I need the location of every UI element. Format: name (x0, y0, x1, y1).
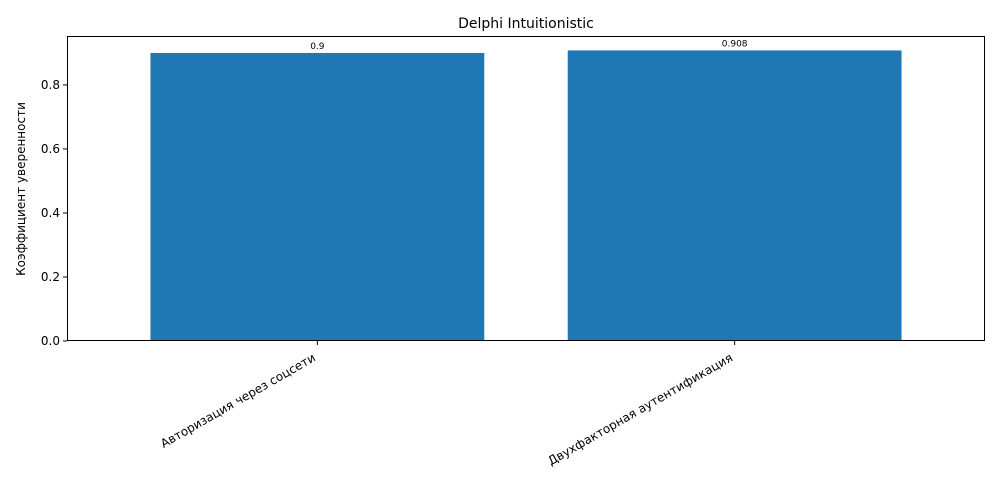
y-tick-label-4: 0.6 (41, 142, 60, 156)
chart-title: Delphi Intuitionistic (458, 16, 594, 32)
y-tick-label-3: 0.4 (41, 206, 60, 220)
data-labels-group: 0.9 0.908 (310, 39, 748, 52)
bar-2 (567, 50, 902, 342)
bar-1 (150, 52, 485, 342)
y-axis-label: Коэффициент уверенности (14, 102, 28, 276)
x-axis-ticks: Авторизация через соцсети Двухфакторная а… (158, 341, 736, 468)
bar-value-label-1: 0.9 (310, 42, 325, 52)
bars-group (150, 50, 902, 342)
y-axis-ticks: 0.0 0.2 0.4 0.6 0.8 (41, 78, 67, 348)
y-tick-label-2: 0.2 (41, 270, 60, 284)
y-tick-label-5: 0.8 (41, 78, 60, 92)
bar-value-label-2: 0.908 (722, 39, 748, 49)
x-tick-label-2: Двухфакторная аутентификация (545, 350, 735, 468)
x-tick-label-1: Авторизация через соцсети (158, 350, 318, 450)
plot-area-frame (67, 36, 985, 341)
y-tick-label-1: 0.0 (41, 334, 60, 348)
